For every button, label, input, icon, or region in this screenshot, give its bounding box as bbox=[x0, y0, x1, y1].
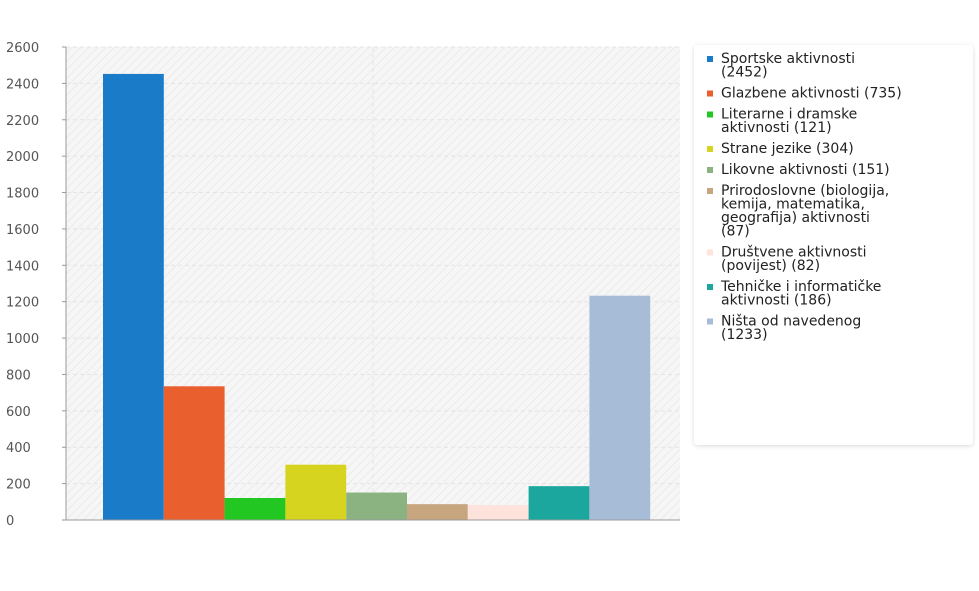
legend-swatch bbox=[707, 318, 713, 325]
legend-swatch bbox=[707, 188, 713, 194]
legend-swatch bbox=[707, 167, 713, 173]
legend-item-1[interactable]: Sportske aktivnosti(2452) bbox=[707, 51, 855, 81]
legend-swatch bbox=[707, 111, 713, 118]
y-tick-label: 200 bbox=[6, 478, 31, 493]
legend-label: Glazbene aktivnosti (735) bbox=[721, 86, 902, 102]
y-tick-label: 2400 bbox=[6, 77, 39, 92]
bar-7[interactable] bbox=[467, 505, 529, 520]
bar-9[interactable] bbox=[589, 295, 651, 520]
legend-label: (87) bbox=[721, 224, 750, 240]
legend-item-5[interactable]: Likovne aktivnosti (151) bbox=[707, 162, 890, 178]
legend-item-2[interactable]: Glazbene aktivnosti (735) bbox=[707, 86, 902, 102]
y-tick-label: 1000 bbox=[6, 332, 39, 347]
y-tick-label: 1200 bbox=[6, 296, 39, 311]
legend-label: aktivnosti (186) bbox=[721, 293, 832, 309]
legend-label: Tehničke i informatičke bbox=[720, 279, 881, 295]
legend-label: Društvene aktivnosti bbox=[721, 245, 867, 261]
bar-6[interactable] bbox=[407, 504, 468, 520]
legend-label: (1233) bbox=[721, 327, 768, 343]
bar-5[interactable] bbox=[346, 492, 407, 520]
legend-label: (povijest) (82) bbox=[721, 258, 820, 274]
legend-label: (2452) bbox=[721, 65, 768, 81]
plot-area: 0 200 400 600 800 1000 1200 1400 1600 1800 2000 220… bbox=[6, 41, 680, 529]
legend-label: geografija) aktivnosti bbox=[721, 210, 870, 226]
legend-item-4[interactable]: Strane jezike (304) bbox=[707, 141, 854, 157]
legend-box bbox=[694, 45, 973, 445]
legend-label: Ništa od navedenog bbox=[721, 314, 861, 330]
y-tick-label: 1800 bbox=[6, 187, 39, 202]
bar-8[interactable] bbox=[528, 486, 590, 520]
legend-label: aktivnosti (121) bbox=[721, 120, 832, 136]
legend-label: Prirodoslovne (biologija, bbox=[721, 183, 889, 199]
legend-label: kemija, matematika, bbox=[721, 197, 865, 213]
legend-label: Likovne aktivnosti (151) bbox=[721, 162, 890, 178]
y-tick-label: 400 bbox=[6, 441, 31, 456]
bar-4[interactable] bbox=[285, 464, 347, 520]
legend-swatch bbox=[707, 90, 713, 97]
legend-item-9[interactable]: Ništa od navedenog(1233) bbox=[707, 314, 861, 344]
y-tick-label: 800 bbox=[6, 368, 31, 383]
y-tick-label: 1600 bbox=[6, 223, 39, 238]
y-tick-label: 2000 bbox=[6, 150, 39, 165]
legend-label: Sportske aktivnosti bbox=[721, 51, 855, 67]
legend-label: Literarne i dramske bbox=[721, 107, 857, 123]
legend-swatch bbox=[707, 146, 713, 152]
y-tick-label: 2600 bbox=[6, 41, 39, 56]
bar-1[interactable] bbox=[103, 73, 164, 520]
bar-2[interactable] bbox=[163, 386, 225, 520]
legend: Sportske aktivnosti(2452) Glazbene aktivn… bbox=[694, 45, 973, 445]
legend-label: Strane jezike (304) bbox=[721, 141, 854, 157]
legend-swatch bbox=[707, 284, 713, 290]
legend-swatch bbox=[707, 56, 713, 62]
y-tick-label: 2200 bbox=[6, 114, 39, 129]
y-tick-label: 1400 bbox=[6, 259, 39, 274]
legend-swatch bbox=[707, 249, 713, 256]
y-tick-label: 600 bbox=[6, 405, 31, 420]
legend-item-6[interactable]: Prirodoslovne (biologija,kemija, matemat… bbox=[707, 183, 889, 240]
legend-item-7[interactable]: Društvene aktivnosti(povijest) (82) bbox=[707, 245, 867, 275]
y-tick-label: 0 bbox=[6, 514, 14, 529]
bar-3[interactable] bbox=[224, 497, 286, 520]
